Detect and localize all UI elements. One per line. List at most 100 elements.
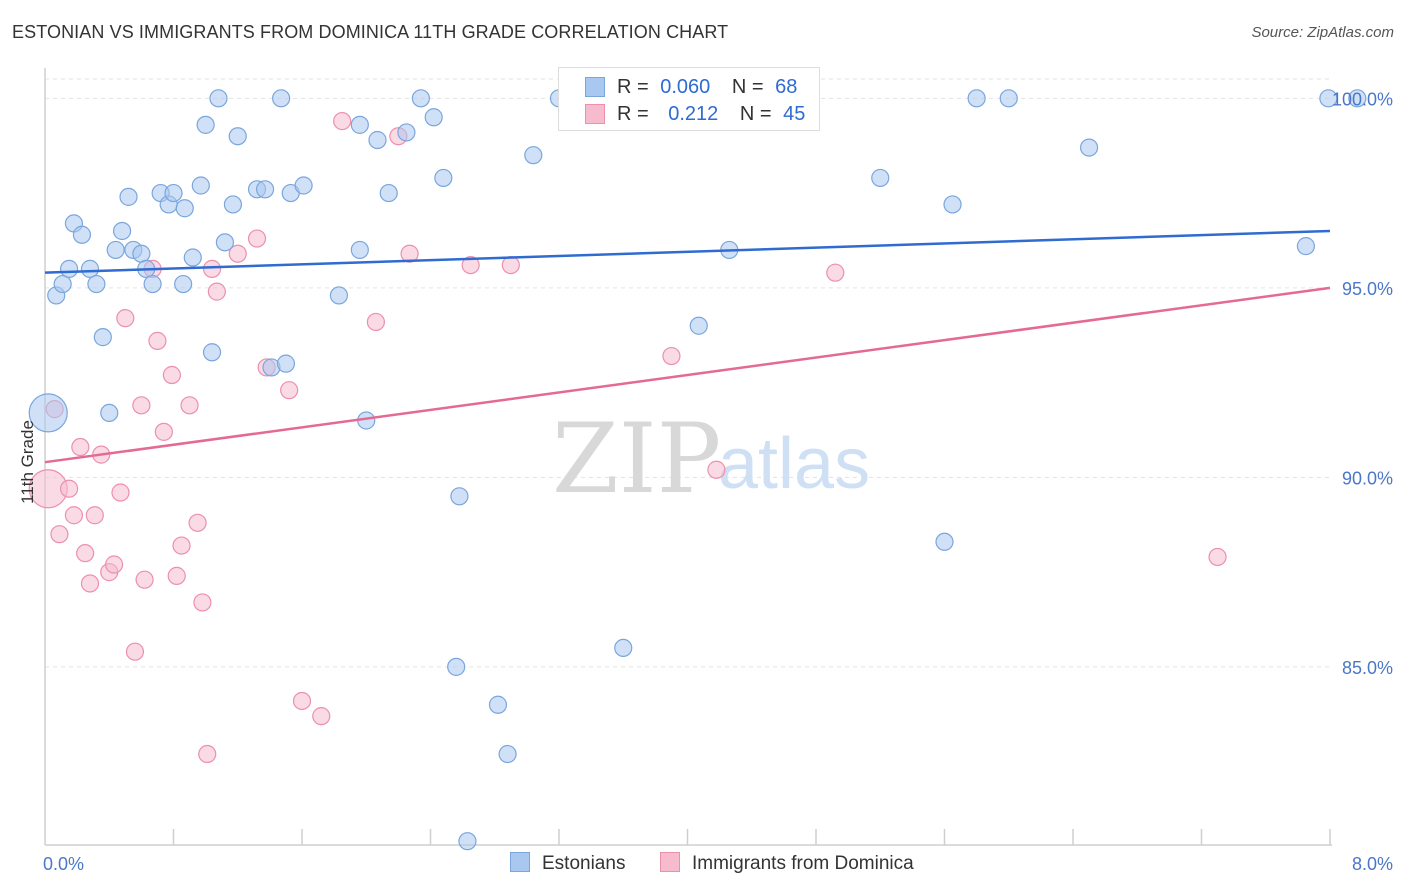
estonians-point (100, 403, 119, 423)
watermark: ZIP atlas (552, 403, 870, 515)
x-tick-labels: 0.0% 8.0% (43, 854, 1393, 874)
dominica-point (116, 309, 135, 328)
dominica-legend-swatch (660, 852, 680, 872)
dominica-point (202, 259, 222, 278)
estonians-point (350, 115, 369, 134)
estonians-point (223, 195, 243, 214)
dominica-point (207, 282, 226, 301)
estonians-swatch (585, 77, 605, 97)
dominica-point (180, 396, 199, 415)
dominica-r-label: R = (617, 103, 649, 125)
estonians-point (689, 316, 708, 335)
estonians-point (255, 180, 275, 199)
y-tick-label: 90.0% (1342, 468, 1393, 488)
estonians-point (175, 199, 194, 218)
watermark-zip: ZIP (552, 403, 721, 515)
dominica-point (59, 479, 79, 498)
axes (44, 68, 1332, 846)
estonians-trend-line (44, 229, 1331, 274)
dominica-point (80, 574, 100, 593)
estonians-point (183, 248, 202, 267)
y-tick-labels: 85.0% 90.0% 95.0% 100.0% (1332, 89, 1393, 678)
estonians-point (368, 130, 387, 150)
estonians-point (132, 244, 151, 263)
estonians-point (174, 274, 193, 294)
estonians-point (999, 89, 1018, 108)
estonians-point (72, 225, 92, 244)
estonians-point (1079, 138, 1099, 157)
estonians-r-value: 0.060 (660, 76, 711, 98)
dominica-point (366, 312, 385, 332)
dominica-point (167, 566, 186, 585)
estonians-point (294, 176, 313, 195)
dominica-point (461, 255, 480, 275)
estonians-point (379, 183, 398, 203)
estonians-point (1296, 237, 1316, 256)
gridlines (45, 78, 1330, 668)
legend-item-dominica[interactable]: Immigrants from Dominica (660, 852, 914, 875)
y-tick-label: 100.0% (1332, 89, 1393, 109)
x-tick-label: 8.0% (1352, 854, 1393, 874)
dominica-point (188, 513, 207, 532)
estonians-point (871, 168, 890, 188)
dominica-point (247, 229, 267, 248)
estonians-point (458, 832, 477, 851)
estonians-n-value: 68 (775, 76, 798, 98)
dominica-point (104, 555, 124, 574)
estonians-legend-swatch (510, 852, 530, 872)
trend-lines (44, 229, 1331, 464)
dominica-point (76, 544, 95, 563)
dominica-point (135, 570, 154, 589)
dominica-point (198, 744, 217, 764)
estonians-point (276, 354, 296, 373)
y-axis-label: 11th Grade (18, 420, 37, 504)
estonians-point (164, 183, 183, 203)
estonians-point (350, 240, 369, 260)
estonians-point (397, 123, 416, 142)
estonians-point (202, 343, 222, 362)
dominica-point (1208, 547, 1227, 567)
estonians-point (498, 744, 517, 764)
estonians-legend-label: Estonians (542, 853, 626, 874)
dominica-point (501, 255, 520, 275)
dominica-point (162, 365, 181, 385)
watermark-atlas: atlas (718, 424, 870, 504)
dominica-trend-line (44, 286, 1331, 464)
dominica-n-label: N = (739, 103, 772, 125)
dominica-n-value: 45 (783, 103, 806, 125)
dominica-point (71, 437, 90, 457)
dominica-point (228, 244, 247, 263)
dominica-point (292, 691, 312, 711)
estonians-point (434, 168, 453, 188)
dominica-point (193, 593, 212, 612)
dominica-point (64, 506, 84, 525)
estonians-point (215, 233, 234, 252)
chart-title: ESTONIAN VS IMMIGRANTS FROM DOMINICA 11T… (12, 22, 729, 42)
estonians-point (228, 127, 247, 146)
dominica-point (280, 381, 299, 400)
dominica-point (707, 460, 726, 479)
dominica-legend-label: Immigrants from Dominica (692, 853, 914, 874)
estonians-point (1319, 89, 1338, 108)
dominica-point (85, 506, 104, 525)
estonians-point (93, 328, 112, 347)
stats-legend: R = 0.060 N = 68 R = 0.212 N = 45 (558, 67, 820, 131)
dominica-point (50, 525, 69, 544)
estonians-point (411, 89, 430, 108)
estonians-point (53, 274, 72, 294)
dominica-swatch (585, 104, 605, 124)
estonians-n-label: N = (731, 76, 764, 98)
estonians-point (87, 274, 106, 294)
x-tick-label: 0.0% (43, 854, 84, 874)
estonians-point (1348, 89, 1367, 108)
estonians-point (272, 89, 291, 108)
legend-item-estonians[interactable]: Estonians (510, 852, 625, 875)
y-tick-label: 85.0% (1342, 658, 1393, 678)
dominica-r-value: 0.212 (668, 103, 719, 125)
estonians-point (943, 195, 962, 214)
estonians-point (191, 176, 210, 195)
dominica-point (125, 642, 145, 661)
dominica-point (312, 707, 331, 726)
estonians-point (106, 240, 125, 260)
